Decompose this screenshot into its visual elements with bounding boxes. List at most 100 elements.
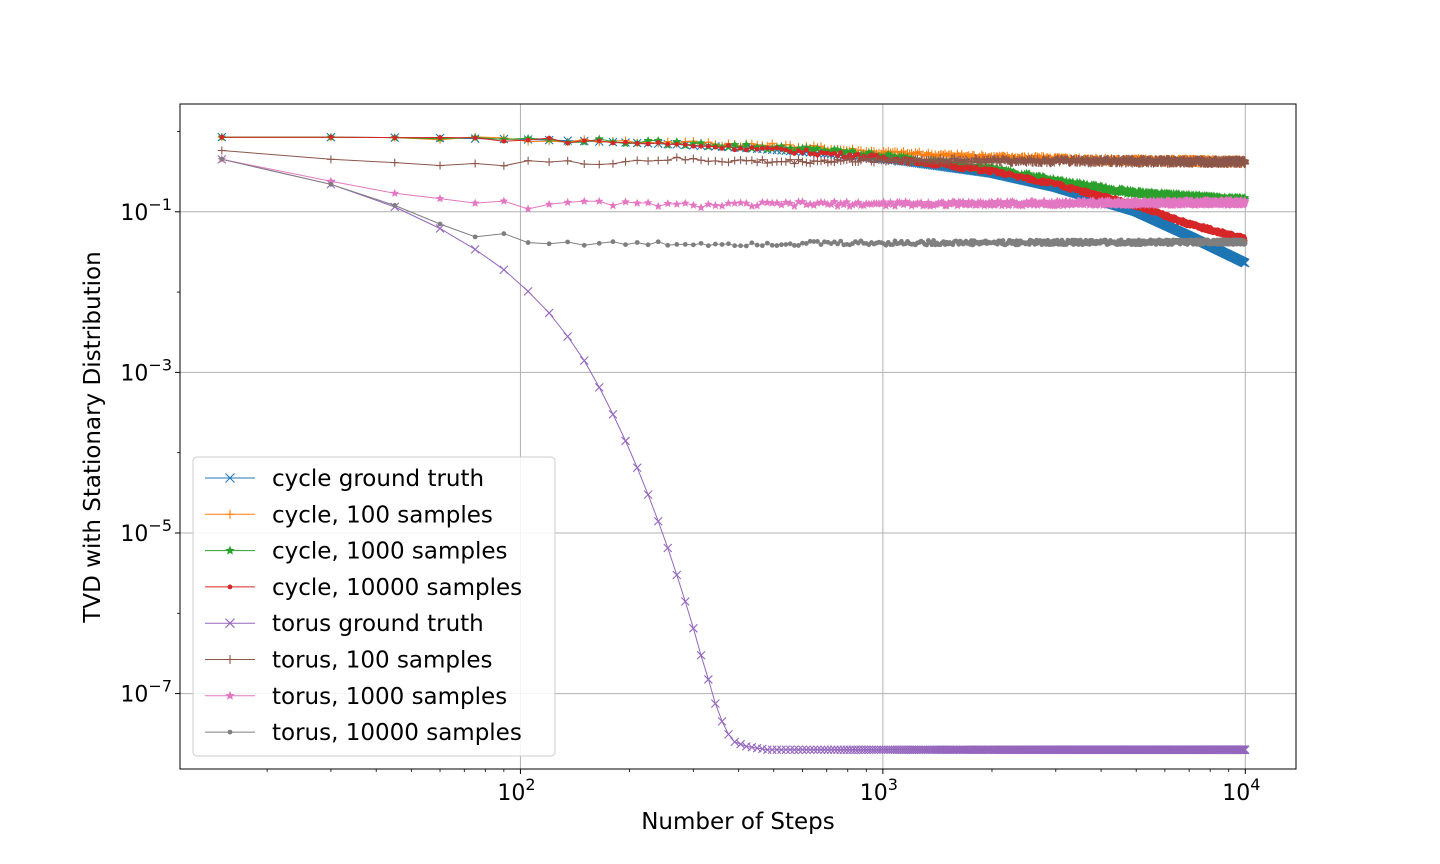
data-point-x — [813, 745, 822, 755]
data-point-plus — [911, 148, 920, 157]
series-group — [217, 132, 1250, 755]
data-point-x — [805, 745, 815, 755]
data-point-x — [826, 745, 836, 755]
data-point-dot — [847, 152, 853, 158]
data-point-dot — [690, 242, 696, 248]
data-point-dot — [392, 135, 398, 141]
data-point-dot — [769, 146, 775, 152]
data-point-dot — [738, 145, 743, 151]
data-point-dot — [501, 231, 507, 237]
data-point-x — [499, 265, 509, 275]
data-point-dot — [645, 141, 651, 147]
data-point-dot — [987, 170, 993, 176]
data-point-x — [563, 332, 573, 341]
data-point-dot — [655, 239, 661, 245]
data-point-dot — [815, 152, 820, 158]
data-point-dot — [743, 243, 749, 249]
data-point-x — [785, 745, 795, 755]
data-point-dot — [769, 242, 775, 248]
data-point-dot — [783, 242, 789, 247]
data-point-dot — [610, 140, 616, 146]
data-point-x — [544, 308, 554, 318]
data-point-dot — [596, 138, 602, 144]
data-point-dot — [610, 239, 616, 245]
grid-lines — [180, 104, 1296, 769]
data-point-dot — [682, 142, 688, 147]
data-point-dot — [759, 145, 765, 151]
data-point-x — [833, 745, 842, 755]
data-point-dot — [787, 149, 793, 155]
data-point-star — [777, 141, 786, 150]
data-point-dot — [645, 242, 651, 248]
data-point-dot — [743, 147, 749, 153]
data-point-star — [839, 148, 848, 157]
data-point-dot — [754, 146, 760, 152]
data-point-x — [594, 383, 604, 392]
data-point-x — [579, 356, 589, 366]
data-point-dot — [754, 242, 760, 248]
data-point-dot — [779, 242, 784, 248]
data-point-x — [470, 245, 480, 254]
data-point-dot — [764, 240, 770, 246]
data-point-dot — [832, 150, 837, 156]
data-point-dot — [581, 138, 587, 144]
data-point-plus — [977, 150, 986, 159]
data-point-dot — [838, 150, 844, 155]
data-point-x — [777, 745, 786, 755]
data-point-x — [883, 745, 893, 755]
data-point-x — [809, 745, 819, 755]
data-point-dot — [525, 137, 531, 143]
data-point-x — [823, 745, 833, 755]
data-point-x — [820, 745, 829, 755]
data-point-dot — [596, 240, 602, 246]
data-point-dot — [732, 243, 738, 249]
data-point-x — [781, 745, 791, 755]
data-point-x — [894, 745, 904, 755]
data-point-dot — [546, 241, 552, 247]
data-point-dot — [705, 243, 711, 249]
data-point-dot — [219, 156, 225, 162]
data-point-x — [663, 543, 673, 553]
data-point-x — [888, 745, 898, 755]
data-point-dot — [665, 242, 671, 248]
data-point-dot — [838, 238, 844, 244]
data-point-x — [886, 745, 895, 755]
data-point-x — [435, 224, 445, 233]
data-point-x — [897, 745, 906, 755]
data-point-dot — [219, 134, 225, 140]
data-point-dot — [800, 150, 805, 156]
data-point-dot — [623, 242, 628, 247]
data-point-dot — [855, 151, 861, 157]
data-point-dot — [581, 242, 587, 248]
data-point-x — [747, 742, 757, 752]
data-point-dot — [774, 243, 780, 248]
data-point-dot — [674, 241, 680, 247]
data-point-plus — [924, 148, 933, 157]
data-point-dot — [682, 242, 688, 247]
data-point-star — [643, 136, 653, 145]
data-point-dot — [783, 147, 789, 153]
data-point-x — [653, 516, 663, 526]
data-point-x — [643, 490, 653, 500]
data-point-x — [890, 745, 900, 755]
data-point-dot — [787, 241, 793, 247]
data-point-dot — [655, 140, 661, 145]
data-point-dot — [738, 243, 743, 249]
data-point-x — [696, 650, 706, 660]
data-point-dot — [749, 240, 755, 246]
data-point-x — [801, 745, 811, 755]
data-point-x — [680, 597, 690, 606]
data-point-dot — [764, 145, 770, 151]
data-point-dot — [501, 138, 507, 144]
data-point-dot — [807, 151, 813, 157]
data-point-dot — [525, 240, 531, 245]
data-point-dot — [565, 239, 571, 245]
data-point-x — [688, 623, 698, 633]
data-point-x — [730, 737, 740, 747]
data-point-x — [790, 745, 799, 755]
data-point-dot — [749, 145, 755, 150]
data-point-x — [717, 717, 727, 726]
data-point-x — [830, 745, 839, 755]
data-point-x — [736, 739, 745, 749]
